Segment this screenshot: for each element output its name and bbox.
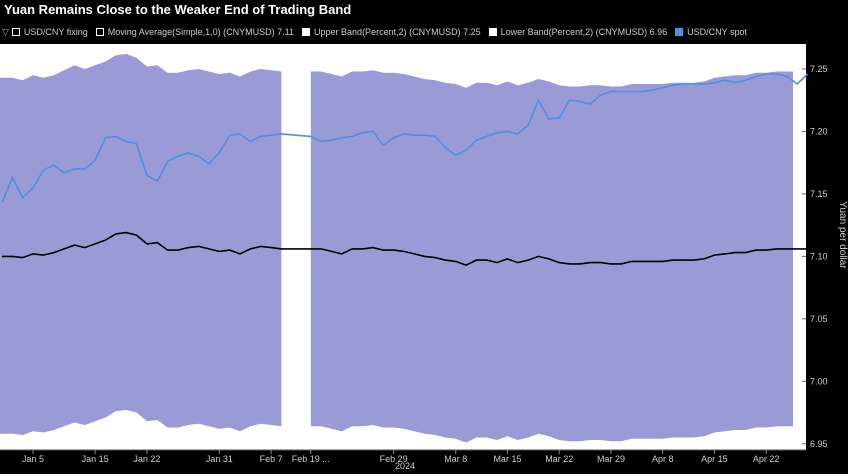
legend-label-lower-band: Lower Band(Percent,2) (CNYMUSD) 6.96 bbox=[500, 27, 668, 37]
y-axis-label: Yuan per dollar bbox=[837, 201, 848, 269]
x-tick-label: Mar 8 bbox=[444, 454, 467, 464]
trading-band-area-1 bbox=[0, 54, 282, 435]
x-tick-label: Apr 8 bbox=[652, 454, 674, 464]
y-tick-label: 7.00 bbox=[810, 376, 828, 386]
y-tick-label: 7.15 bbox=[810, 189, 828, 199]
band-layer bbox=[0, 54, 798, 443]
series-line-fixing bbox=[2, 231, 808, 266]
trading-band-area-2 bbox=[310, 70, 798, 443]
legend-label-upper-band: Upper Band(Percent,2) (CNYMUSD) 7.25 bbox=[314, 27, 481, 37]
x-tick-label: Apr 22 bbox=[753, 454, 780, 464]
x-axis: Jan 5 Jan 15 Jan 22 Jan 31 Feb 7 Feb 19 ... Fe… bbox=[0, 449, 806, 464]
legend-item-lower-band: Lower Band(Percent,2) (CNYMUSD) 6.96 bbox=[488, 27, 668, 37]
x-tick-label: Mar 22 bbox=[545, 454, 573, 464]
legend-item-spot: USD/CNY spot bbox=[675, 27, 747, 37]
legend-item-upper-band: Upper Band(Percent,2) (CNYMUSD) 7.25 bbox=[302, 27, 481, 37]
line-layer bbox=[1, 73, 809, 266]
y-tick-label: 6.95 bbox=[810, 439, 828, 449]
x-tick-label: Feb 29 bbox=[380, 454, 408, 464]
y-tick-label: 7.05 bbox=[810, 314, 828, 324]
legend-label-spot: USD/CNY spot bbox=[687, 27, 748, 37]
y-tick-label: 7.20 bbox=[810, 126, 828, 136]
x-tick-label: Mar 29 bbox=[597, 454, 625, 464]
x-tick-label: Jan 15 bbox=[82, 454, 109, 464]
y-tick-label: 7.25 bbox=[810, 64, 828, 74]
y-axis: 6.95 7.00 7.05 7.10 7.15 7.20 7.25 bbox=[802, 64, 828, 449]
x-tick-label: Feb 19 ... bbox=[292, 454, 330, 464]
legend-label-fixing: USD/CNY fixing bbox=[23, 27, 88, 37]
x-tick-label: Mar 15 bbox=[493, 454, 521, 464]
series-line-spot bbox=[1, 73, 809, 204]
legend-swatch-spot bbox=[675, 28, 684, 36]
x-tick-label: Jan 31 bbox=[206, 454, 233, 464]
x-tick-label: Jan 22 bbox=[133, 454, 160, 464]
x-tick-label: Jan 5 bbox=[22, 454, 44, 464]
legend-item-fixing: ▽ USD/CNY fixing bbox=[2, 27, 88, 38]
legend-swatch-moving-average bbox=[95, 28, 104, 36]
x-tick-label: Apr 15 bbox=[701, 454, 728, 464]
legend-swatch-lower-band bbox=[488, 28, 497, 36]
x-axis-year-label: 2024 bbox=[395, 461, 415, 471]
legend-filter-icon: ▽ bbox=[2, 26, 9, 37]
x-tick-label: Feb 7 bbox=[260, 454, 283, 464]
y-tick-label: 7.10 bbox=[810, 251, 828, 261]
legend-label-moving-average: Moving Average(Simple,1,0) (CNYMUSD) 7.1… bbox=[107, 27, 295, 37]
legend: ▽ USD/CNY fixing Moving Average(Simple,1… bbox=[2, 24, 755, 40]
legend-swatch-fixing bbox=[11, 28, 20, 36]
chart-title: Yuan Remains Close to the Weaker End of … bbox=[4, 2, 352, 17]
legend-item-moving-average: Moving Average(Simple,1,0) (CNYMUSD) 7.1… bbox=[95, 27, 295, 37]
legend-swatch-upper-band bbox=[302, 28, 311, 36]
